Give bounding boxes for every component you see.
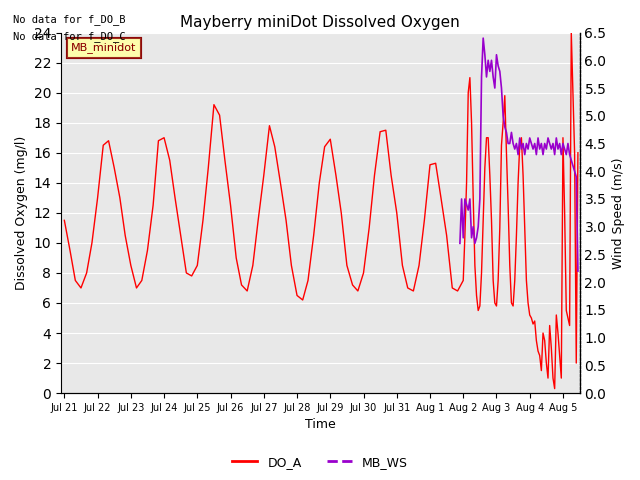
Y-axis label: Wind Speed (m/s): Wind Speed (m/s) [612, 157, 625, 269]
Y-axis label: Dissolved Oxygen (mg/l): Dissolved Oxygen (mg/l) [15, 136, 28, 290]
Text: No data for f_DO_B: No data for f_DO_B [13, 14, 125, 25]
X-axis label: Time: Time [305, 419, 336, 432]
Legend: DO_A, MB_WS: DO_A, MB_WS [227, 451, 413, 474]
Legend: MB_minidot: MB_minidot [67, 38, 141, 58]
Title: Mayberry miniDot Dissolved Oxygen: Mayberry miniDot Dissolved Oxygen [180, 15, 460, 30]
Text: No data for f_DO_C: No data for f_DO_C [13, 31, 125, 42]
